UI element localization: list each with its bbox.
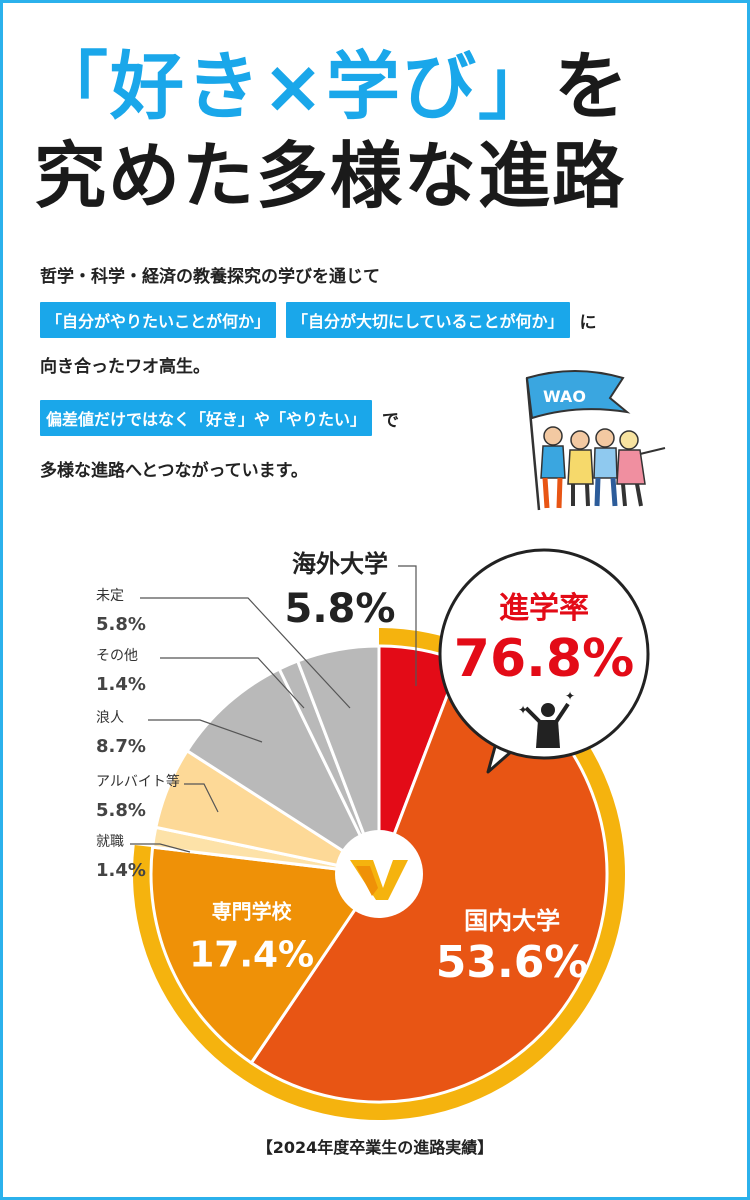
student-1 [540,426,566,509]
center-logo [335,830,423,918]
leader-line-3 [130,843,191,853]
slice-name-1: 国内大学 [464,907,560,935]
svg-text:✦: ✦ [518,703,528,717]
leader-line-0 [398,565,417,686]
callout-bubble [438,548,650,760]
logo-circle [335,830,423,918]
description-line4-tail: で [382,410,400,431]
flag [525,370,631,420]
slice-value-1: 53.6% [436,937,589,988]
slice-name-2: 専門学校 [212,899,293,923]
slice-value-3: 1.4% [96,860,146,881]
description-line3: 向き合ったワオ高生。 [40,357,210,377]
student-2 [567,430,594,507]
callout-value: 76.8% [454,629,634,689]
svg-text:✦: ✦ [565,689,575,703]
slice-name-3: 就職 [96,834,124,850]
student-4 [616,430,666,507]
slice-value-0: 5.8% [285,586,396,632]
slice-name-4: アルバイト等 [96,773,180,790]
advancement-callout: 進学率 76.8% ✦ ✦ [438,548,650,774]
slice-value-4: 5.8% [96,800,146,821]
highlight-1: 「自分がやりたいことが何か」 [40,302,277,338]
callout-label: 進学率 [499,591,589,626]
description-line5: 多様な進路へとつながっています。 [40,461,308,481]
cheering-person-icon: ✦ ✦ [518,689,575,748]
slice-name-5: 浪人 [96,710,124,726]
slice-value-6: 1.4% [96,674,146,695]
student-3 [593,428,618,507]
students-illustration: WAO [525,370,666,511]
pie-slice-7 [295,644,381,875]
slice-value-5: 8.7% [96,736,146,757]
page-title-line2: 究めた多様な進路 [34,134,627,218]
leader-line-5 [148,719,263,743]
description-row4: 偏差値だけではなく「好き」や「やりたい」 で [40,400,399,436]
pie-slice-2 [149,845,382,1065]
slice-name-7: 未定 [96,588,124,604]
slice-name-6: その他 [96,648,138,664]
slice-value-7: 5.8% [96,614,146,635]
logo-mark-inner [356,866,378,896]
chart-caption: 【2024年度卒業生の進路実績】 [256,1138,494,1157]
description-line2-tail: に [579,312,597,333]
highlight-2: 「自分が大切にしていることが何か」 [286,302,570,338]
slice-value-2: 17.4% [189,934,314,975]
highlight-3: 偏差値だけではなく「好き」や「やりたい」 [40,400,373,436]
title-accent: 「好き×学び」 [34,44,555,130]
slice-name-0: 海外大学 [292,550,388,578]
description-line1: 哲学・科学・経済の教養探究の学びを通じて [40,267,380,287]
pie-slice-5 [185,666,383,879]
leader-line-7 [140,597,351,709]
title-suffix: を [554,44,631,130]
leader-line-6 [160,657,305,709]
description-row2: 「自分がやりたいことが何か」 「自分が大切にしていることが何か」 に [40,302,597,338]
callout-tail-mask [498,730,520,744]
leader-lines [130,565,417,853]
flag-text: WAO [543,387,586,406]
page-title-line1: 「好き×学び」を [34,50,630,124]
leader-line-4 [184,783,219,813]
